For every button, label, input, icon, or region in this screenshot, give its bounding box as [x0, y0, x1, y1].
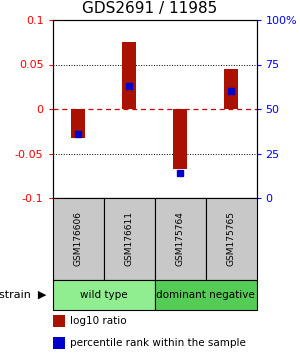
Text: log10 ratio: log10 ratio: [70, 316, 127, 326]
Text: GSM176606: GSM176606: [74, 211, 82, 267]
Bar: [122, 42, 136, 109]
Text: GSM175764: GSM175764: [176, 212, 184, 267]
Text: dominant negative: dominant negative: [156, 290, 255, 300]
Bar: [154, 280, 256, 310]
Bar: [52, 198, 104, 280]
Text: GSM175765: GSM175765: [226, 211, 236, 267]
Text: percentile rank within the sample: percentile rank within the sample: [70, 338, 246, 348]
Bar: [103, 198, 154, 280]
Text: GSM176611: GSM176611: [124, 211, 134, 267]
Text: strain  ▶: strain ▶: [0, 290, 46, 300]
Text: GDS2691 / 11985: GDS2691 / 11985: [82, 1, 218, 17]
Bar: [52, 280, 154, 310]
Bar: [154, 198, 206, 280]
Bar: [173, 109, 187, 169]
Bar: [224, 69, 238, 109]
Bar: [206, 198, 256, 280]
Text: wild type: wild type: [80, 290, 127, 300]
Bar: [71, 109, 85, 138]
